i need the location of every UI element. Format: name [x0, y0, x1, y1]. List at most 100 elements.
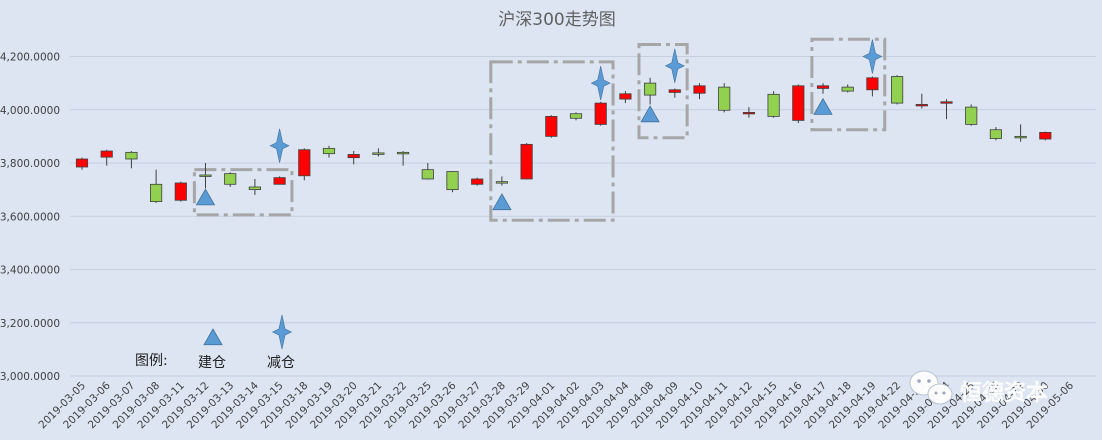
sell-signal-star-icon [862, 39, 883, 74]
candle [75, 157, 89, 170]
candle [668, 88, 681, 98]
candle-body-up [594, 102, 607, 125]
candle-body-down [644, 82, 657, 96]
candle [150, 169, 163, 203]
candle-body-down [965, 106, 978, 125]
y-axis: 3,000.0000 3,200.0000 3,400.0000 3,600.0000… [0, 52, 60, 384]
wechat-icon [909, 370, 953, 405]
candle-body-down [989, 129, 1002, 139]
legend-buy-triangle-icon [203, 328, 223, 346]
candle-body-up [668, 89, 681, 93]
candle [397, 151, 410, 166]
candle [965, 104, 978, 126]
legend-sell-label: 减仓 [267, 355, 295, 371]
buy-signal-triangle-icon [640, 105, 660, 123]
y-tick-label: 3,000.0000 [0, 371, 60, 383]
candle [125, 151, 138, 169]
candle-body-down [397, 151, 410, 155]
candle-body-down [569, 113, 583, 119]
y-tick-label: 3,400.0000 [0, 265, 60, 277]
candle-body-up [520, 143, 533, 180]
signal-zones [192, 37, 887, 222]
candle-body-up [866, 77, 879, 91]
candle-body-down [421, 169, 434, 180]
candle-body-up [693, 85, 706, 94]
candle [891, 75, 904, 105]
candle [767, 91, 780, 118]
candle-body-down [495, 181, 508, 184]
y-tick-label: 4,200.0000 [0, 52, 60, 64]
candle-body-up [742, 112, 755, 115]
candle-body-up [347, 154, 360, 159]
candle-body-up [940, 101, 953, 104]
candle [792, 84, 805, 124]
candle-body-up [174, 182, 187, 201]
candle-body-up [298, 149, 311, 177]
candle-body-up [100, 150, 113, 158]
candle-body-up [792, 85, 805, 121]
signal-zone-box [810, 37, 887, 132]
candle [199, 163, 212, 189]
candle [495, 176, 508, 186]
candle-body-down [718, 86, 731, 111]
candle [940, 99, 953, 120]
candle-body-up [619, 93, 632, 100]
candle-body-down [199, 174, 212, 177]
candle [619, 91, 632, 104]
y-tick-label: 4,000.0000 [0, 105, 60, 117]
candles [75, 75, 1052, 203]
candle [594, 101, 607, 126]
candle-body-up [545, 116, 558, 137]
candle-body-up [75, 158, 89, 168]
sell-signal-star-icon [269, 128, 290, 163]
candle-body-up [1039, 131, 1052, 140]
sell-signal-star-icon [664, 48, 685, 83]
signal-zone-box [637, 43, 689, 140]
candle [816, 83, 830, 94]
candle-body-down [150, 183, 163, 203]
candle [520, 143, 533, 180]
signals [195, 39, 883, 211]
buy-signal-triangle-icon [492, 193, 512, 211]
watermark-text: 恒德资本 [960, 380, 1048, 406]
y-tick-label: 3,600.0000 [0, 211, 60, 223]
candle [718, 83, 731, 113]
candle [989, 127, 1002, 141]
sell-signal-star-icon [590, 66, 611, 101]
candle-body-down [322, 147, 336, 155]
candle-body-down [841, 86, 854, 92]
candle [841, 84, 854, 93]
candle [273, 176, 286, 185]
candle-body-down [1014, 135, 1027, 139]
candle [100, 149, 113, 166]
candle [421, 163, 434, 180]
candle [224, 172, 237, 187]
candle [372, 148, 385, 157]
candle-body-down [891, 76, 904, 104]
candle [446, 170, 459, 193]
legend: 图例: 建仓 减仓 [135, 314, 295, 371]
candle [915, 93, 928, 109]
signal-zone-box [192, 168, 294, 217]
buy-signal-triangle-icon [195, 188, 216, 206]
candle-body-down [446, 171, 459, 191]
candle [347, 151, 360, 165]
candle-body-down [125, 151, 138, 160]
y-tick-label: 3,200.0000 [0, 318, 60, 330]
signal-zone-box [489, 60, 615, 222]
candle [298, 148, 311, 181]
legend-sell-star-icon [271, 314, 293, 350]
candle-body-up [471, 178, 484, 185]
candle-body-up [273, 177, 286, 185]
candle [545, 115, 558, 138]
candle [1014, 124, 1027, 142]
candle-body-down [372, 152, 385, 155]
candle [322, 145, 336, 158]
candle [644, 77, 657, 105]
candle-body-down [767, 93, 780, 117]
candle-body-up [915, 104, 928, 107]
candle-body-up [816, 85, 830, 89]
candle [693, 83, 706, 100]
